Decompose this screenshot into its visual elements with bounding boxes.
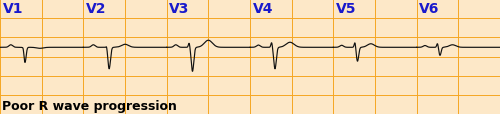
Text: V2: V2 bbox=[86, 2, 106, 16]
Text: V6: V6 bbox=[419, 2, 440, 16]
Text: V1: V1 bbox=[2, 2, 23, 16]
Text: V4: V4 bbox=[252, 2, 273, 16]
Text: V3: V3 bbox=[169, 2, 190, 16]
Text: V5: V5 bbox=[336, 2, 356, 16]
Text: Poor R wave progression: Poor R wave progression bbox=[2, 99, 178, 112]
